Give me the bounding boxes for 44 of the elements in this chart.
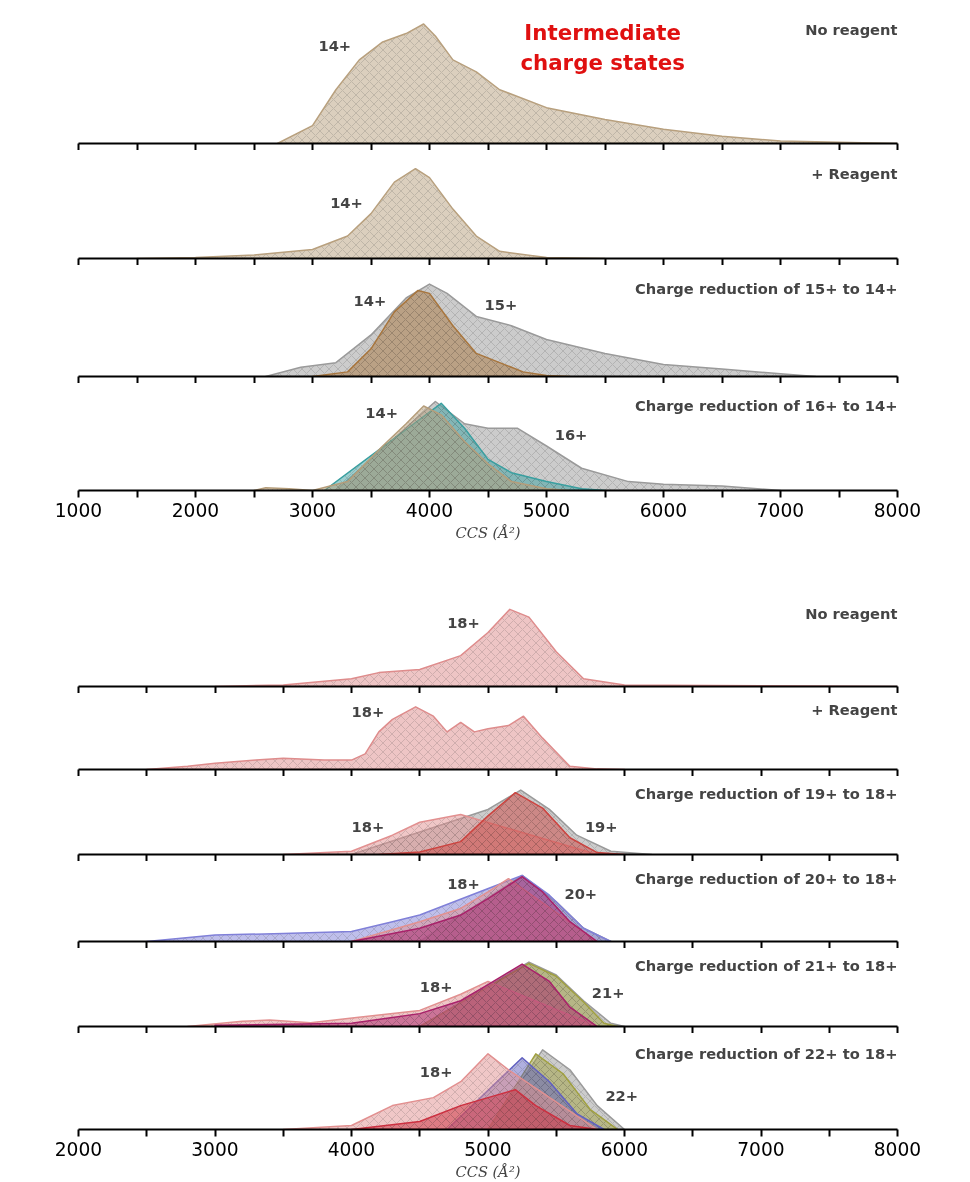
x-tick-label: 7000 bbox=[737, 1138, 785, 1160]
chart-title: + Reagent bbox=[811, 164, 898, 182]
series-label: 14+ bbox=[365, 404, 398, 422]
series-label: 16+ bbox=[554, 426, 588, 444]
series-label: 21+ bbox=[591, 984, 625, 1002]
x-tick-label: 3000 bbox=[288, 499, 337, 521]
chart-title: Charge reduction of 22+ to 18+ bbox=[635, 1045, 898, 1063]
x-tick-label: 8000 bbox=[873, 1138, 922, 1160]
x-tick-label: 1000 bbox=[54, 499, 103, 521]
x-axis-title: CCS (Å²) bbox=[455, 523, 521, 541]
series-label: 18+ bbox=[351, 702, 385, 720]
series-label: 14+ bbox=[330, 193, 363, 211]
series-label: 18+ bbox=[447, 614, 480, 632]
chart-title: Charge reduction of 21+ to 18+ bbox=[635, 956, 898, 974]
x-tick-label: 6000 bbox=[600, 1138, 649, 1160]
series-label: 19+ bbox=[584, 818, 618, 836]
x-tick-label: 2000 bbox=[171, 499, 220, 521]
series-label: 14+ bbox=[318, 36, 352, 54]
x-axis-title: CCS (Å²) bbox=[455, 1162, 521, 1180]
x-tick-label: 5000 bbox=[522, 499, 571, 521]
x-tick-label: 2000 bbox=[54, 1138, 103, 1160]
chart-title: Charge reduction of 20+ to 18+ bbox=[635, 870, 898, 888]
series-label: 18+ bbox=[351, 818, 385, 836]
x-tick-label: 4000 bbox=[405, 499, 454, 521]
x-tick-label: 3000 bbox=[191, 1138, 239, 1160]
x-tick-label: 5000 bbox=[464, 1138, 512, 1160]
series-label: 18+ bbox=[419, 977, 453, 995]
x-tick-label: 7000 bbox=[756, 499, 805, 521]
series-label: 18+ bbox=[419, 1063, 453, 1081]
annotation: Intermediate charge states bbox=[520, 20, 685, 76]
series-label: 22+ bbox=[605, 1087, 639, 1105]
x-tick-label: 8000 bbox=[873, 499, 922, 521]
series-label: 14+ bbox=[353, 291, 387, 309]
chart-title: Charge reduction of 16+ to 14+ bbox=[635, 397, 898, 415]
x-tick-label: 6000 bbox=[639, 499, 688, 521]
series-label: 18+ bbox=[447, 874, 480, 892]
chart-title: + Reagent bbox=[811, 701, 898, 719]
chart-title: Charge reduction of 15+ to 14+ bbox=[635, 280, 898, 298]
chart-title: No reagent bbox=[805, 604, 898, 622]
series-label: 20+ bbox=[564, 884, 598, 902]
series-label: 15+ bbox=[484, 296, 518, 314]
x-tick-label: 4000 bbox=[327, 1138, 376, 1160]
chart-title: No reagent bbox=[805, 21, 898, 39]
chart-title: Charge reduction of 19+ to 18+ bbox=[635, 784, 898, 802]
